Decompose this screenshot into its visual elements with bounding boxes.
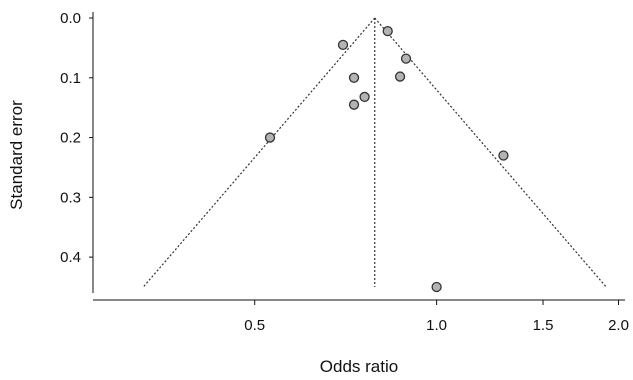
- y-tick-label: 0.0: [60, 10, 81, 27]
- y-axis: 0.0 0.1 0.2 0.3 0.4: [60, 10, 94, 293]
- study-point: [348, 99, 360, 110]
- study-point: [394, 71, 406, 82]
- study-point: [264, 132, 276, 143]
- x-tick-label: 1.0: [426, 317, 447, 334]
- y-tick-label: 0.2: [60, 130, 81, 147]
- study-point: [337, 39, 349, 51]
- study-point: [348, 72, 360, 83]
- study-point: [431, 281, 442, 293]
- y-axis-label: Standard error: [7, 100, 26, 210]
- study-point: [382, 26, 393, 37]
- study-points: [264, 26, 509, 293]
- x-tick-label: 1.5: [533, 317, 554, 334]
- x-tick-label: 2.0: [608, 317, 629, 334]
- funnel-left-limit: [142, 17, 376, 288]
- y-tick-label: 0.4: [60, 249, 81, 266]
- x-tick-label: 0.5: [244, 317, 265, 334]
- y-tick-label: 0.3: [60, 189, 81, 206]
- funnel-lines: [142, 17, 607, 288]
- x-axis-label: Odds ratio: [320, 357, 398, 376]
- funnel-right-limit: [374, 17, 607, 288]
- study-point: [359, 91, 370, 103]
- x-axis: 0.5 1.0 1.5 2.0: [93, 299, 629, 334]
- study-point: [498, 150, 509, 161]
- y-tick-label: 0.1: [60, 70, 81, 87]
- study-point: [400, 53, 412, 64]
